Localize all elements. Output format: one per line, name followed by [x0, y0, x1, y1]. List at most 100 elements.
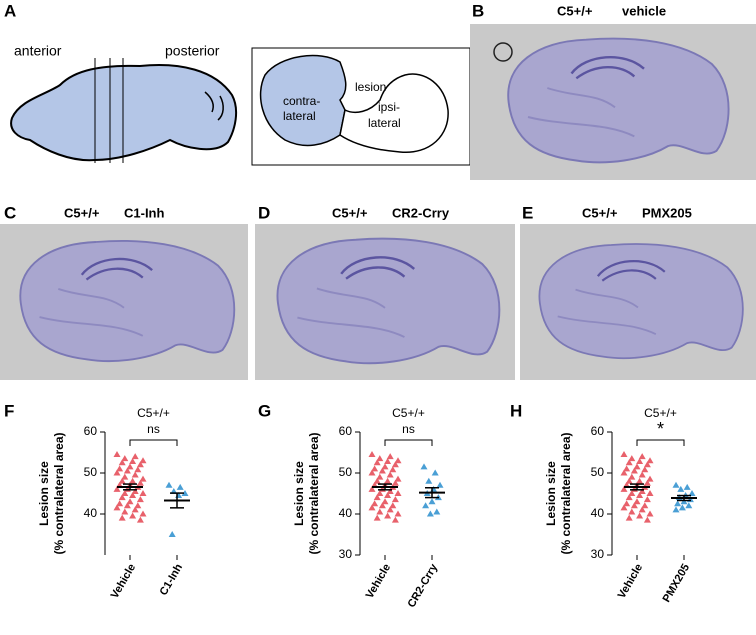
data-point — [685, 502, 693, 509]
data-point — [683, 483, 691, 490]
data-point — [625, 477, 633, 484]
data-point — [641, 502, 649, 509]
data-point — [433, 508, 441, 515]
treatment: PMX205 — [642, 205, 692, 220]
data-point — [636, 492, 644, 499]
x-tick-label: Vehicle — [616, 562, 645, 601]
data-point — [641, 466, 649, 473]
y-axis-label: (% contralateral area) — [307, 432, 321, 554]
ipsi-label: lateral — [368, 116, 401, 130]
data-point — [638, 471, 646, 478]
panel-label: D — [258, 203, 270, 222]
data-point — [134, 502, 142, 509]
data-point — [643, 496, 651, 503]
data-point — [646, 490, 654, 496]
data-point — [118, 514, 126, 521]
data-point — [376, 473, 384, 480]
chart-title: C5+/+ — [392, 406, 425, 420]
data-point — [431, 469, 439, 476]
data-point — [636, 512, 644, 519]
data-point — [630, 467, 638, 474]
ipsilateral-hemisphere — [339, 73, 449, 153]
data-point — [630, 502, 638, 509]
data-point — [129, 477, 137, 484]
data-point — [636, 458, 644, 465]
data-point — [436, 481, 444, 488]
data-point — [368, 451, 376, 458]
data-point — [420, 463, 428, 470]
posterior-label: posterior — [165, 43, 220, 59]
y-tick-label: 60 — [339, 424, 353, 438]
data-point — [126, 463, 134, 470]
data-point — [625, 459, 633, 466]
y-tick-label: 50 — [339, 465, 353, 479]
y-tick-label: 60 — [591, 424, 605, 438]
data-point — [123, 502, 131, 509]
panel-label: B — [472, 1, 484, 20]
data-point — [391, 496, 399, 503]
data-point — [628, 490, 636, 496]
data-point — [373, 459, 381, 466]
panel-label: H — [510, 401, 522, 420]
significance-bracket — [384, 439, 433, 446]
data-point — [165, 481, 173, 488]
data-point — [672, 481, 680, 488]
data-point — [425, 477, 433, 484]
data-point — [131, 487, 139, 494]
data-point — [623, 500, 631, 507]
data-point — [646, 510, 654, 517]
data-point — [394, 457, 402, 464]
data-point — [368, 504, 376, 511]
data-point — [373, 514, 381, 521]
data-point — [176, 483, 184, 490]
data-point — [384, 492, 392, 499]
chart-title: C5+/+ — [644, 406, 677, 420]
data-point — [620, 451, 628, 458]
genotype: C5+/+ — [582, 205, 618, 220]
y-axis-label: Lesion size — [292, 461, 306, 526]
panel-label: C — [4, 203, 16, 222]
data-point — [373, 494, 381, 501]
treatment: vehicle — [622, 3, 666, 18]
sagittal-brain — [10, 64, 238, 162]
lesion-label: lesion — [355, 80, 386, 94]
data-point — [625, 494, 633, 501]
data-point — [136, 461, 144, 468]
data-point — [136, 516, 144, 523]
data-point — [121, 490, 129, 496]
data-point — [646, 475, 654, 482]
data-point — [376, 455, 384, 462]
data-point — [118, 459, 126, 466]
data-point — [126, 498, 134, 505]
data-point — [394, 490, 402, 496]
data-point — [620, 469, 628, 476]
data-point — [674, 500, 682, 507]
contralateral-hemisphere — [259, 54, 347, 147]
data-point — [688, 490, 696, 496]
data-point — [426, 510, 434, 517]
y-tick-label: 30 — [339, 547, 353, 561]
data-point — [134, 466, 142, 473]
chart-title: C5+/+ — [137, 406, 170, 420]
data-point — [113, 469, 121, 476]
data-point — [131, 471, 139, 478]
x-tick-label: PMX205 — [661, 562, 692, 605]
data-point — [139, 490, 147, 496]
y-tick-label: 40 — [84, 506, 98, 520]
data-point — [422, 502, 430, 509]
data-point — [643, 516, 651, 523]
y-tick-label: 50 — [591, 465, 605, 479]
treatment: C1-Inh — [124, 205, 165, 220]
y-tick-label: 40 — [339, 506, 353, 520]
data-point — [391, 461, 399, 468]
data-point — [371, 500, 379, 507]
artifact — [493, 42, 513, 62]
y-tick-label: 60 — [84, 424, 98, 438]
data-point — [643, 479, 651, 486]
genotype: C5+/+ — [332, 205, 368, 220]
data-point — [368, 485, 376, 492]
y-tick-label: 40 — [591, 506, 605, 520]
data-point — [389, 466, 397, 473]
data-point — [113, 485, 121, 492]
